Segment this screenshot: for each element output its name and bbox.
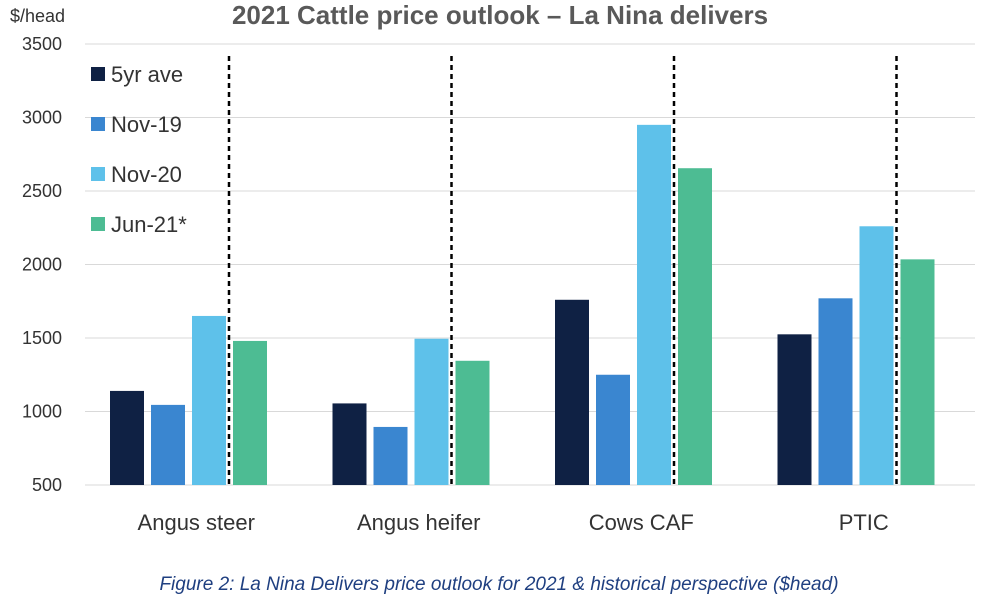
bar	[818, 298, 853, 485]
legend-swatch	[91, 217, 105, 231]
bar	[455, 360, 490, 485]
y-tick-label: 3500	[22, 34, 62, 54]
legend-swatch	[91, 167, 105, 181]
bar	[332, 403, 367, 485]
y-tick-label: 1000	[22, 402, 62, 422]
y-tick-label: 500	[32, 475, 62, 495]
x-tick-label: PTIC	[839, 510, 889, 535]
bar	[777, 334, 812, 485]
x-tick-labels: Angus steer Angus heifer Cows CAF PTIC	[138, 510, 889, 535]
bar	[900, 259, 935, 485]
bar	[373, 426, 408, 485]
legend-label: Nov-19	[111, 112, 182, 137]
legend-label: Nov-20	[111, 162, 182, 187]
bars	[110, 124, 935, 485]
bar	[678, 168, 712, 485]
bar	[192, 315, 226, 485]
legend-swatch	[91, 117, 105, 131]
legend: 5yr ave Nov-19 Nov-20 Jun-21*	[91, 62, 187, 237]
x-tick-label: Cows CAF	[589, 510, 694, 535]
bar	[151, 404, 185, 485]
y-tick-label: 2000	[22, 255, 62, 275]
bar	[637, 124, 671, 485]
legend-label: Jun-21*	[111, 212, 187, 237]
y-tick-label: 2500	[22, 181, 62, 201]
bar	[555, 299, 589, 485]
legend-swatch	[91, 67, 105, 81]
y-tick-labels: 500 1000 1500 2000 2500 3000 3500	[22, 34, 62, 495]
bar	[414, 338, 449, 485]
chart-title: 2021 Cattle price outlook – La Nina deli…	[232, 0, 768, 30]
chart: $/head 2021 Cattle price outlook – La Ni…	[10, 0, 975, 535]
figure-caption: Figure 2: La Nina Delivers price outlook…	[159, 574, 839, 595]
bar	[859, 226, 894, 485]
bar	[110, 390, 144, 485]
y-unit-label: $/head	[10, 6, 65, 26]
bar	[233, 340, 267, 485]
y-tick-label: 1500	[22, 328, 62, 348]
y-tick-label: 3000	[22, 108, 62, 128]
legend-label: 5yr ave	[111, 62, 183, 87]
x-tick-label: Angus heifer	[357, 510, 481, 535]
x-tick-label: Angus steer	[138, 510, 255, 535]
bar	[596, 374, 630, 485]
